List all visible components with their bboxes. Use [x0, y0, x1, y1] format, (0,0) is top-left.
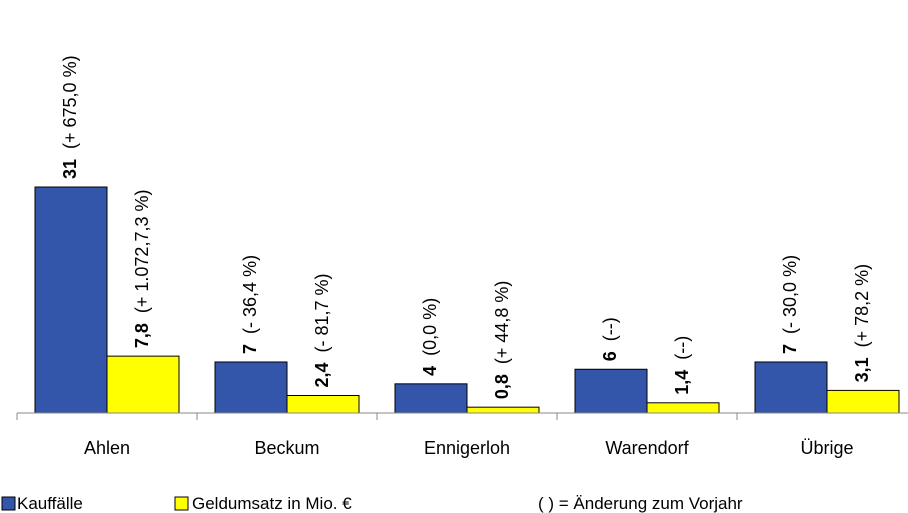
bar-kauffaelle: [574, 368, 648, 414]
bar-kauffaelle: [214, 361, 288, 414]
bars-group: [34, 186, 900, 414]
bar-geldumsatz: [106, 355, 180, 414]
data-value: 7: [240, 344, 260, 354]
data-change: (- 81,7 %): [312, 273, 332, 352]
category-label: Ennigerloh: [424, 438, 510, 458]
data-change: (+ 78,2 %): [852, 264, 872, 348]
data-value: 31: [60, 159, 80, 179]
data-label: 7 (- 30,0 %): [780, 255, 800, 354]
data-change: (0,0 %): [420, 298, 440, 356]
category-label: Beckum: [254, 438, 319, 458]
data-value: 1,4: [672, 370, 692, 395]
legend-swatch-geldumsatz: [174, 496, 189, 511]
data-value: 0,8: [492, 374, 512, 399]
data-change: (- 30,0 %): [780, 255, 800, 334]
data-value: 3,1: [852, 357, 872, 382]
category-label: Ahlen: [84, 438, 130, 458]
bar-geldumsatz: [646, 402, 720, 414]
data-label: 7,8 (+ 1.072,7,3 %): [132, 190, 152, 349]
data-label: 0,8 (+ 44,8 %): [492, 281, 512, 400]
data-label: 1,4 (--): [672, 336, 692, 395]
data-label: 2,4 (- 81,7 %): [312, 273, 332, 387]
data-label: 3,1 (+ 78,2 %): [852, 264, 872, 383]
x-axis: Ahlen Beckum Ennigerloh Warendorf Übrige: [16, 412, 908, 458]
data-label: 4 (0,0 %): [420, 298, 440, 376]
data-label: 6 (--): [600, 317, 620, 361]
bar-geldumsatz: [826, 389, 900, 414]
bar-geldumsatz: [466, 406, 540, 414]
data-value: 7,8: [132, 323, 152, 348]
data-label: 7 (- 36,4 %): [240, 255, 260, 354]
data-change: (+ 675,0 %): [60, 55, 80, 149]
bar-kauffaelle: [754, 361, 828, 414]
data-value: 2,4: [312, 362, 332, 387]
data-change: (--): [600, 317, 620, 341]
value-labels-group: 31 (+ 675,0 %) 7,8 (+ 1.072,7,3 %) 7 (- 36,4 …: [60, 55, 872, 399]
legend-label-kauffaelle: Kauffälle: [17, 494, 83, 513]
legend-label-geldumsatz: Geldumsatz in Mio. €: [192, 494, 352, 513]
data-label: 31 (+ 675,0 %): [60, 55, 80, 179]
category-label: Übrige: [800, 438, 853, 458]
bar-kauffaelle: [34, 186, 108, 414]
data-change: (--): [672, 336, 692, 360]
data-value: 6: [600, 351, 620, 361]
category-label: Warendorf: [605, 438, 689, 458]
change-note: ( ) = Änderung zum Vorjahr: [538, 494, 743, 513]
bar-kauffaelle: [394, 383, 468, 414]
data-change: (- 36,4 %): [240, 255, 260, 334]
legend-swatch-kauffaelle: [1, 496, 16, 511]
bar-geldumsatz: [286, 395, 360, 414]
data-change: (+ 1.072,7,3 %): [132, 190, 152, 314]
data-value: 7: [780, 344, 800, 354]
legend: Kauffälle Geldumsatz in Mio. €: [1, 494, 352, 513]
data-value: 4: [420, 366, 440, 376]
data-change: (+ 44,8 %): [492, 281, 512, 365]
